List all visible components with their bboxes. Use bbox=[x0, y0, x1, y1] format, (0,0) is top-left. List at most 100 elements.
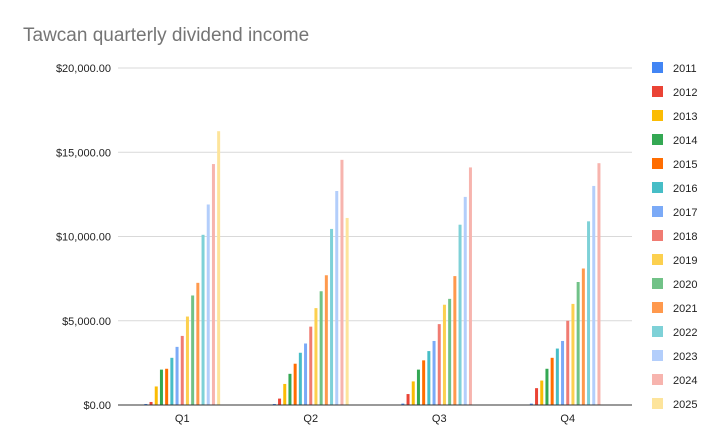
legend-item: 2012 bbox=[652, 86, 697, 99]
bar-q4-2021 bbox=[581, 268, 585, 405]
bar-q4-2022 bbox=[587, 221, 591, 405]
legend-item: 2014 bbox=[652, 134, 697, 147]
bar-q4-2012 bbox=[535, 388, 539, 405]
bar-q4-2011 bbox=[529, 403, 533, 405]
bar-q3-2011 bbox=[401, 403, 405, 405]
legend-swatch bbox=[652, 206, 663, 217]
bar-q3-2012 bbox=[406, 394, 410, 405]
legend-swatch bbox=[652, 230, 663, 241]
legend-swatch bbox=[652, 62, 663, 73]
bar-q3-2022 bbox=[458, 224, 462, 405]
bar-q2-2014 bbox=[288, 373, 292, 405]
bar-q1-2020 bbox=[191, 295, 195, 405]
legend-item: 2015 bbox=[652, 158, 697, 171]
legend-item: 2013 bbox=[652, 110, 697, 123]
legend-swatch bbox=[652, 398, 663, 409]
bar-q2-2022 bbox=[330, 228, 334, 405]
bar-q1-2018 bbox=[180, 335, 184, 405]
bar-q1-2025 bbox=[217, 131, 221, 405]
bar-q2-2013 bbox=[283, 383, 287, 405]
bar-q2-2015 bbox=[293, 363, 297, 405]
x-category-label: Q2 bbox=[303, 413, 318, 425]
bar-q4-2017 bbox=[561, 340, 565, 405]
bar-q2-2023 bbox=[335, 191, 339, 405]
y-tick-label: $10,000.00 bbox=[56, 232, 111, 244]
legend-swatch bbox=[652, 278, 663, 289]
bar-q1-2023 bbox=[206, 204, 210, 405]
bar-q4-2018 bbox=[566, 320, 570, 405]
bar-q3-2024 bbox=[468, 167, 472, 405]
legend-item: 2023 bbox=[652, 350, 697, 363]
bar-q4-2013 bbox=[540, 380, 544, 405]
legend-swatch bbox=[652, 374, 663, 385]
legend-item: 2011 bbox=[652, 62, 697, 75]
bar-q1-2017 bbox=[175, 346, 179, 405]
bar-q4-2024 bbox=[597, 163, 601, 405]
legend-label: 2020 bbox=[673, 279, 697, 291]
legend-item: 2020 bbox=[652, 278, 697, 291]
legend-label: 2023 bbox=[673, 351, 697, 363]
y-tick-label: $20,000.00 bbox=[56, 63, 111, 75]
y-tick-label: $15,000.00 bbox=[56, 147, 111, 159]
bar-q1-2015 bbox=[165, 368, 169, 405]
bar-q2-2012 bbox=[278, 398, 282, 405]
legend-item: 2016 bbox=[652, 182, 697, 195]
bar-q2-2024 bbox=[340, 159, 344, 405]
legend-swatch bbox=[652, 182, 663, 193]
legend: 2011 2012 2013 2014 2015 2016 2017 2018 2019 2020… bbox=[652, 62, 697, 411]
legend-label: 2013 bbox=[673, 111, 697, 123]
legend-item: 2019 bbox=[652, 254, 697, 267]
bar-q3-2016 bbox=[427, 351, 431, 405]
y-tick-label: $5,000.00 bbox=[62, 316, 111, 328]
legend-item: 2025 bbox=[652, 398, 697, 411]
legend-item: 2022 bbox=[652, 326, 697, 339]
bar-q2-2025 bbox=[345, 217, 349, 405]
bar-q2-2019 bbox=[314, 308, 318, 405]
legend-label: 2024 bbox=[673, 375, 697, 387]
bar-q3-2023 bbox=[463, 196, 467, 405]
bar-q1-2012 bbox=[149, 401, 153, 405]
legend-item: 2024 bbox=[652, 374, 697, 387]
bar-q4-2019 bbox=[571, 303, 575, 405]
legend-label: 2025 bbox=[673, 399, 697, 411]
bar-q2-2016 bbox=[298, 352, 302, 405]
legend-swatch bbox=[652, 158, 663, 169]
legend-item: 2018 bbox=[652, 230, 697, 243]
legend-swatch bbox=[652, 86, 663, 97]
bar-q3-2014 bbox=[416, 369, 420, 405]
bar-q4-2020 bbox=[576, 282, 580, 405]
bar-q4-2016 bbox=[555, 348, 559, 405]
chart-title: Tawcan quarterly dividend income bbox=[23, 25, 309, 46]
bar-q2-2018 bbox=[309, 326, 313, 405]
legend-swatch bbox=[652, 350, 663, 361]
bar-q3-2017 bbox=[432, 340, 436, 405]
bar-q3-2019 bbox=[442, 304, 446, 405]
legend-label: 2019 bbox=[673, 255, 697, 267]
legend-label: 2017 bbox=[673, 207, 697, 219]
y-tick-label: $0.00 bbox=[83, 400, 111, 412]
legend-label: 2018 bbox=[673, 231, 697, 243]
y-axis-ticks: $0.00 $5,000.00 $10,000.00 $15,000.00 $20,00… bbox=[56, 63, 111, 412]
legend-label: 2012 bbox=[673, 87, 697, 99]
bar-q4-2014 bbox=[545, 368, 549, 405]
legend-label: 2011 bbox=[673, 63, 697, 75]
legend-item: 2021 bbox=[652, 302, 697, 315]
bar-q1-2022 bbox=[201, 234, 205, 405]
bar-q3-2018 bbox=[437, 324, 441, 405]
bar-q4-2015 bbox=[550, 357, 554, 405]
bar-q3-2020 bbox=[448, 298, 452, 405]
legend-label: 2016 bbox=[673, 183, 697, 195]
x-category-label: Q3 bbox=[432, 413, 447, 425]
bar-q2-2017 bbox=[304, 343, 308, 405]
legend-swatch bbox=[652, 254, 663, 265]
bar-q3-2013 bbox=[411, 381, 415, 405]
bar-q1-2021 bbox=[196, 282, 200, 405]
bars bbox=[144, 131, 601, 405]
bar-q4-2023 bbox=[592, 185, 596, 405]
bar-q1-2011 bbox=[144, 403, 148, 405]
gridlines bbox=[118, 67, 632, 322]
bar-q2-2011 bbox=[272, 403, 276, 405]
bar-q3-2015 bbox=[422, 360, 426, 405]
legend-swatch bbox=[652, 326, 663, 337]
